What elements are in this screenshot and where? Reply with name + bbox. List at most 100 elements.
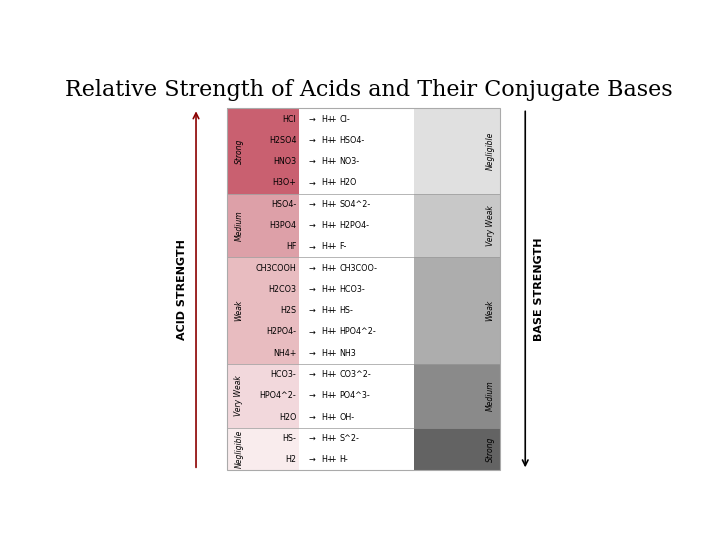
Text: HSO4-: HSO4- bbox=[339, 136, 364, 145]
Text: Relative Strength of Acids and Their Conjugate Bases: Relative Strength of Acids and Their Con… bbox=[66, 79, 672, 102]
Bar bbox=[227, 364, 300, 428]
Text: +: + bbox=[330, 349, 336, 357]
Text: HS-: HS- bbox=[339, 306, 354, 315]
Text: →: → bbox=[308, 178, 315, 187]
Text: +: + bbox=[330, 285, 336, 294]
Text: →: → bbox=[308, 370, 315, 379]
Text: H+: H+ bbox=[322, 455, 334, 464]
Text: Medium: Medium bbox=[235, 210, 243, 241]
Text: +: + bbox=[330, 221, 336, 230]
Text: +: + bbox=[330, 391, 336, 400]
Text: H+: H+ bbox=[322, 349, 334, 357]
Text: H+: H+ bbox=[322, 264, 334, 273]
Text: →: → bbox=[308, 114, 315, 124]
Text: +: + bbox=[330, 434, 336, 443]
Bar bbox=[227, 109, 500, 470]
Text: HCO3-: HCO3- bbox=[271, 370, 297, 379]
Text: H+: H+ bbox=[322, 413, 334, 422]
Text: +: + bbox=[330, 264, 336, 273]
Text: H-: H- bbox=[339, 455, 348, 464]
Text: PO4^3-: PO4^3- bbox=[339, 391, 370, 400]
Text: SO4^2-: SO4^2- bbox=[339, 200, 371, 209]
Text: NH3: NH3 bbox=[339, 349, 356, 357]
Text: HS-: HS- bbox=[282, 434, 297, 443]
Text: H+: H+ bbox=[322, 114, 334, 124]
Text: →: → bbox=[308, 327, 315, 336]
Text: +: + bbox=[330, 327, 336, 336]
Text: →: → bbox=[308, 349, 315, 357]
Text: H+: H+ bbox=[322, 242, 334, 251]
Text: →: → bbox=[308, 242, 315, 251]
Text: F-: F- bbox=[339, 242, 347, 251]
Text: Strong: Strong bbox=[235, 138, 243, 164]
Text: NH4+: NH4+ bbox=[273, 349, 297, 357]
Text: Negligible: Negligible bbox=[235, 430, 243, 468]
Text: H2O: H2O bbox=[279, 413, 297, 422]
Text: +: + bbox=[330, 114, 336, 124]
Text: →: → bbox=[308, 221, 315, 230]
Text: H+: H+ bbox=[322, 434, 334, 443]
Text: →: → bbox=[308, 391, 315, 400]
Text: HCl: HCl bbox=[283, 114, 297, 124]
Text: CH3COOH: CH3COOH bbox=[256, 264, 297, 273]
Text: H+: H+ bbox=[322, 391, 334, 400]
Bar bbox=[227, 428, 300, 470]
Text: →: → bbox=[308, 136, 315, 145]
Text: Cl-: Cl- bbox=[339, 114, 350, 124]
Text: +: + bbox=[330, 200, 336, 209]
Text: H2PO4-: H2PO4- bbox=[266, 327, 297, 336]
Text: Strong: Strong bbox=[485, 436, 495, 462]
Text: S^2-: S^2- bbox=[339, 434, 359, 443]
Text: H+: H+ bbox=[322, 306, 334, 315]
Text: +: + bbox=[330, 136, 336, 145]
Text: H+: H+ bbox=[322, 200, 334, 209]
Text: →: → bbox=[308, 264, 315, 273]
Text: +: + bbox=[330, 455, 336, 464]
Text: H2S: H2S bbox=[280, 306, 297, 315]
Text: +: + bbox=[330, 413, 336, 422]
Text: +: + bbox=[330, 242, 336, 251]
Text: →: → bbox=[308, 413, 315, 422]
Text: →: → bbox=[308, 285, 315, 294]
Text: H+: H+ bbox=[322, 285, 334, 294]
Text: H2: H2 bbox=[285, 455, 297, 464]
Bar bbox=[227, 258, 300, 364]
Text: HNO3: HNO3 bbox=[274, 157, 297, 166]
Bar bbox=[227, 109, 300, 193]
Text: CH3COO-: CH3COO- bbox=[339, 264, 377, 273]
Bar bbox=[413, 109, 500, 193]
Text: H+: H+ bbox=[322, 370, 334, 379]
Bar bbox=[413, 428, 500, 470]
Text: H+: H+ bbox=[322, 136, 334, 145]
Text: →: → bbox=[308, 157, 315, 166]
Text: +: + bbox=[330, 157, 336, 166]
Text: →: → bbox=[308, 455, 315, 464]
Text: BASE STRENGTH: BASE STRENGTH bbox=[534, 238, 544, 341]
Text: HPO4^2-: HPO4^2- bbox=[260, 391, 297, 400]
Text: H3PO4: H3PO4 bbox=[269, 221, 297, 230]
Text: H+: H+ bbox=[322, 327, 334, 336]
Text: Weak: Weak bbox=[235, 300, 243, 321]
Text: Negligible: Negligible bbox=[485, 132, 495, 170]
Text: +: + bbox=[330, 178, 336, 187]
Text: CO3^2-: CO3^2- bbox=[339, 370, 372, 379]
Text: Medium: Medium bbox=[485, 380, 495, 411]
Text: HCO3-: HCO3- bbox=[339, 285, 365, 294]
Text: H2SO4: H2SO4 bbox=[269, 136, 297, 145]
Text: →: → bbox=[308, 200, 315, 209]
Text: Weak: Weak bbox=[485, 300, 495, 321]
Bar bbox=[413, 193, 500, 258]
Bar bbox=[413, 258, 500, 364]
Text: Very Weak: Very Weak bbox=[485, 205, 495, 246]
Text: ACID STRENGTH: ACID STRENGTH bbox=[177, 239, 187, 340]
Text: H2PO4-: H2PO4- bbox=[339, 221, 369, 230]
Text: OH-: OH- bbox=[339, 413, 354, 422]
Bar bbox=[413, 364, 500, 428]
Text: HPO4^2-: HPO4^2- bbox=[339, 327, 376, 336]
Text: H+: H+ bbox=[322, 221, 334, 230]
Text: →: → bbox=[308, 434, 315, 443]
Text: +: + bbox=[330, 370, 336, 379]
Text: H2O: H2O bbox=[339, 178, 357, 187]
Text: H2CO3: H2CO3 bbox=[269, 285, 297, 294]
Text: HF: HF bbox=[286, 242, 297, 251]
